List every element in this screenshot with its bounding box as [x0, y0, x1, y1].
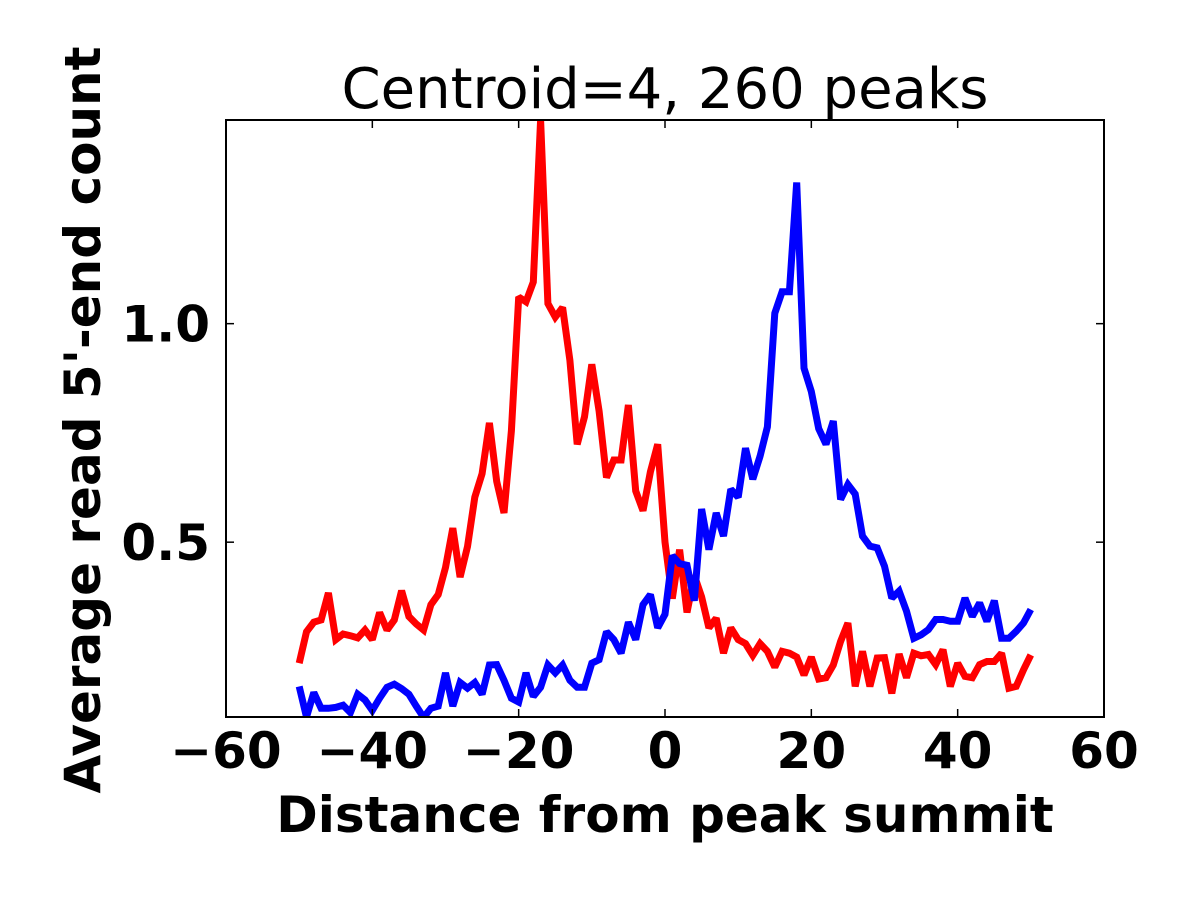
- y-tick-label: 0.5: [121, 514, 210, 572]
- x-tick-label: −60: [170, 722, 281, 780]
- series-line-blue: [295, 182, 1034, 717]
- x-tick-label: 20: [777, 722, 847, 780]
- x-tick-label: 0: [648, 722, 683, 780]
- series-layer: [295, 120, 1034, 717]
- x-tick-label: 60: [1069, 722, 1139, 780]
- x-tick-label: 40: [923, 722, 993, 780]
- y-tick-label: 1.0: [121, 296, 210, 354]
- series-line-red: [295, 120, 1034, 695]
- x-tick-label: −40: [317, 722, 428, 780]
- plot-frame: [225, 119, 1105, 718]
- x-tick-label: −20: [463, 722, 574, 780]
- x-axis-label: Distance from peak summit: [276, 786, 1054, 844]
- y-axis-label: Average read 5'-end count: [54, 46, 112, 793]
- chart-title: Centroid=4, 260 peaks: [342, 57, 989, 122]
- tick-layer: −60 −40 −20 0 20 40 60 0.5 1.0: [121, 120, 1139, 780]
